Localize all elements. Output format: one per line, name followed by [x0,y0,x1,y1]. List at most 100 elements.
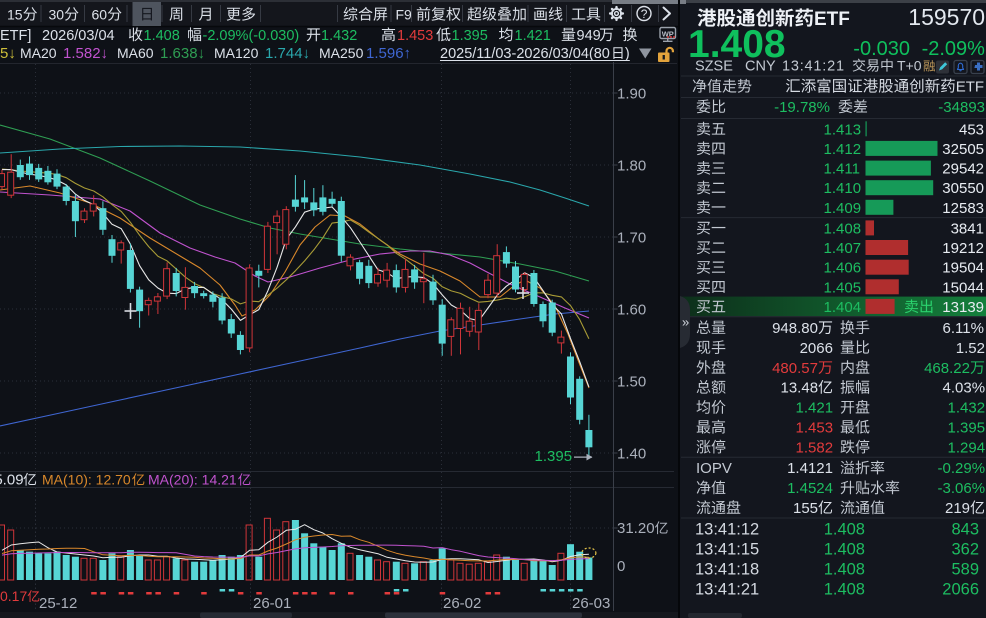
svg-text:13:41:12: 13:41:12 [695,521,759,539]
svg-text:-0.29%: -0.29% [938,460,986,477]
svg-text:15044: 15044 [942,279,984,296]
svg-text:1.421: 1.421 [796,400,834,417]
svg-text:1.582: 1.582 [796,439,834,456]
svg-text:480.57: 480.57 [772,360,818,377]
svg-text:1.404: 1.404 [824,299,862,316]
svg-text:1.52: 1.52 [956,340,985,357]
svg-text:468.22: 468.22 [924,360,970,377]
svg-text:13:41:21: 13:41:21 [782,59,845,75]
svg-text:-2.09%: -2.09% [922,38,986,60]
svg-text:1.453: 1.453 [397,28,433,44]
svg-text:»: » [682,315,689,330]
svg-text:1.408: 1.408 [824,561,865,579]
svg-text:1.596↑: 1.596↑ [366,45,411,62]
svg-text:362: 362 [952,541,980,559]
svg-text:1.408: 1.408 [144,28,180,44]
svg-text:1.408: 1.408 [824,541,865,559]
svg-text:WP: WP [662,30,674,39]
svg-text:-19.78%: -19.78% [774,99,830,116]
svg-text:26-01: 26-01 [253,595,291,612]
svg-text:1.50: 1.50 [617,374,646,391]
svg-text:159570: 159570 [908,4,985,30]
svg-text:1.406: 1.406 [824,260,862,277]
svg-text:1.432: 1.432 [948,400,986,417]
svg-text:?: ? [641,7,648,21]
svg-text:1.411: 1.411 [824,161,860,178]
svg-text:3841: 3841 [951,220,984,237]
svg-text:1.432: 1.432 [321,28,357,44]
svg-text:MA250: MA250 [319,45,364,61]
svg-text:4.03%: 4.03% [943,380,986,397]
svg-text:13:41:15: 13:41:15 [695,541,759,559]
svg-text:): ) [625,46,630,62]
svg-text:CNY: CNY [745,59,776,75]
svg-text:1.407: 1.407 [824,240,862,257]
svg-text:1.4121: 1.4121 [787,460,833,477]
svg-text:SZSE: SZSE [695,59,733,75]
svg-text:155: 155 [793,500,818,517]
svg-text:1.453: 1.453 [796,419,834,436]
svg-text:26-03: 26-03 [572,595,610,612]
svg-text:1.40: 1.40 [617,446,646,463]
svg-text:13.48: 13.48 [781,380,819,397]
svg-text:1.744↓: 1.744↓ [265,45,310,62]
svg-text:15.09: 15.09 [0,472,24,489]
svg-text:-3.06%: -3.06% [938,480,986,497]
svg-text:2026/03/04: 2026/03/04 [42,28,115,44]
svg-text:1.409: 1.409 [824,200,862,217]
svg-text:589: 589 [952,561,980,579]
svg-text:31.20: 31.20 [617,520,655,537]
svg-text:ETF]: ETF] [0,28,31,44]
svg-text:949: 949 [577,28,601,44]
svg-text:0.17: 0.17 [0,588,27,604]
svg-text:T+0: T+0 [897,58,922,74]
svg-text:2066: 2066 [800,340,833,357]
svg-text:ETF: ETF [956,79,984,96]
svg-text:12583: 12583 [942,200,984,217]
svg-text:30: 30 [49,7,65,23]
svg-text:5↓: 5↓ [0,45,16,62]
svg-text:MA60: MA60 [117,45,154,61]
svg-text:-2.09%(-0.030): -2.09%(-0.030) [203,28,300,44]
svg-text:19212: 19212 [942,240,984,257]
svg-text:948.80: 948.80 [772,320,818,337]
svg-text:1.80: 1.80 [617,158,646,175]
svg-text:219: 219 [945,500,970,517]
svg-text:1.294: 1.294 [948,439,986,456]
svg-text:-0.030: -0.030 [853,38,910,60]
svg-text:19504: 19504 [942,260,984,277]
svg-text:1.638↓: 1.638↓ [160,45,205,62]
svg-text:0: 0 [617,558,625,575]
svg-text:MA20: MA20 [20,45,57,61]
svg-text:MA(20): 14.21: MA(20): 14.21 [148,472,237,488]
svg-text:1.405: 1.405 [824,279,862,296]
svg-text:15: 15 [7,7,23,23]
svg-text:1.70: 1.70 [617,230,646,247]
svg-text:MA120: MA120 [214,45,259,61]
svg-text:1.395: 1.395 [948,419,986,436]
svg-text:1.413: 1.413 [824,121,862,138]
svg-text:32505: 32505 [942,141,984,158]
svg-text:-34893: -34893 [938,99,985,116]
svg-text:1.408: 1.408 [688,23,786,66]
svg-text:1.412: 1.412 [824,141,862,158]
svg-text:13:41:18: 13:41:18 [695,561,759,579]
svg-text:13:41:21: 13:41:21 [695,581,759,599]
svg-text:IOPV: IOPV [696,460,732,477]
svg-text:453: 453 [959,121,984,138]
svg-text:25-12: 25-12 [39,595,77,612]
svg-text:1.582↓: 1.582↓ [63,45,108,62]
svg-text:2025/11/03-2026/03/04(80: 2025/11/03-2026/03/04(80 [440,46,610,62]
svg-text:1.60: 1.60 [617,302,646,319]
svg-text:6.11%: 6.11% [943,320,984,337]
svg-text:1.90: 1.90 [617,86,646,103]
svg-text:30550: 30550 [942,180,984,197]
svg-text:1.395: 1.395 [452,28,488,44]
svg-text:1.395: 1.395 [535,448,573,465]
svg-text:1.408: 1.408 [824,220,862,237]
svg-text:60: 60 [92,7,108,23]
svg-text:2066: 2066 [942,581,979,599]
svg-text:1.408: 1.408 [824,581,865,599]
svg-text:F9: F9 [396,7,413,23]
svg-text:MA(10): 12.70: MA(10): 12.70 [42,472,131,488]
